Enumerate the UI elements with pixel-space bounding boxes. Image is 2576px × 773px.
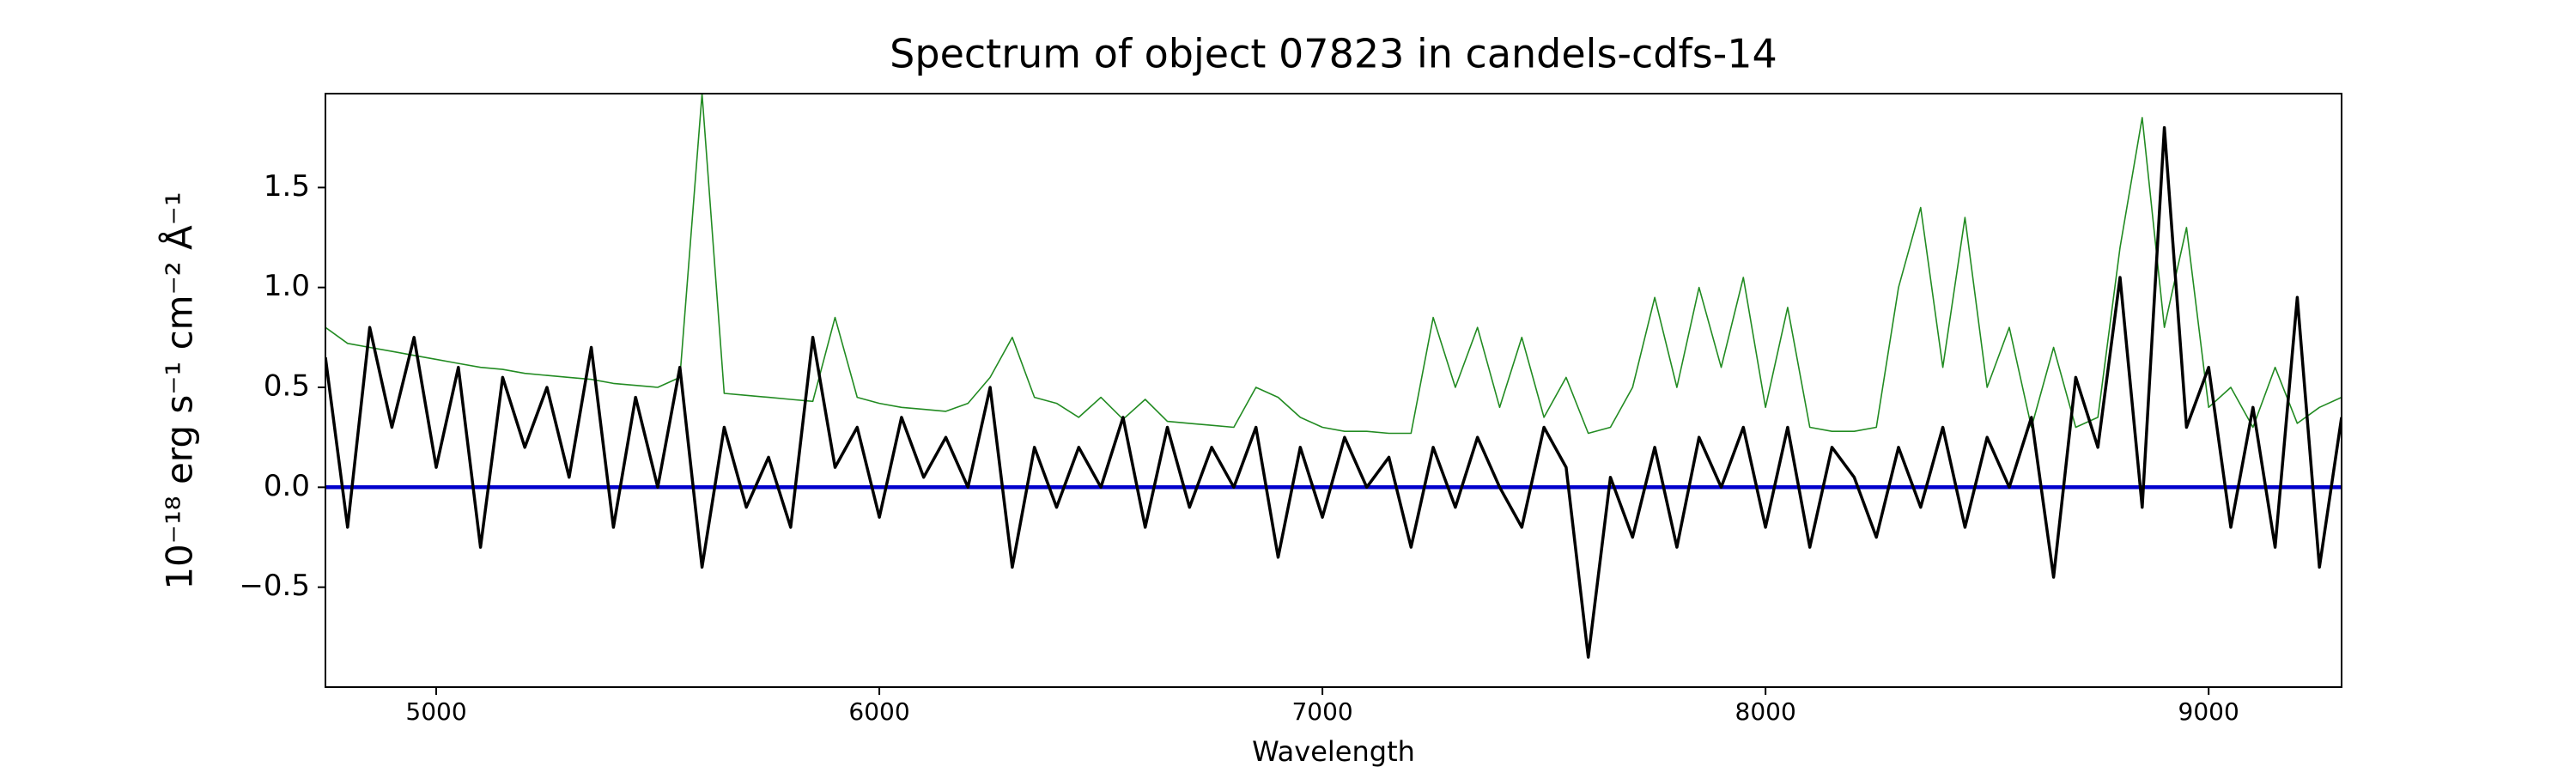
y-axis-label: 10⁻¹⁸ erg s⁻¹ cm⁻² Å⁻¹ (158, 192, 201, 589)
x-tick-label: 7000 (1291, 697, 1352, 726)
spectrum-line (325, 94, 2342, 435)
y-tick-label: 0.5 (264, 369, 310, 404)
x-tick-label: 8000 (1735, 697, 1796, 726)
x-axis-label: Wavelength (1252, 735, 1415, 768)
y-tick-label: −0.5 (239, 569, 310, 603)
x-tick-label: 9000 (2178, 697, 2239, 726)
y-tick-label: 1.0 (264, 269, 310, 303)
plot-frame (325, 93, 2342, 688)
y-tick-label: 0.0 (264, 469, 310, 503)
x-tick-label: 5000 (405, 697, 466, 726)
chart-title: Spectrum of object 07823 in candels-cdfs… (890, 31, 1777, 77)
y-tick-label: 1.5 (264, 169, 310, 204)
spectrum-line (325, 125, 2342, 659)
x-tick-label: 6000 (848, 697, 909, 726)
